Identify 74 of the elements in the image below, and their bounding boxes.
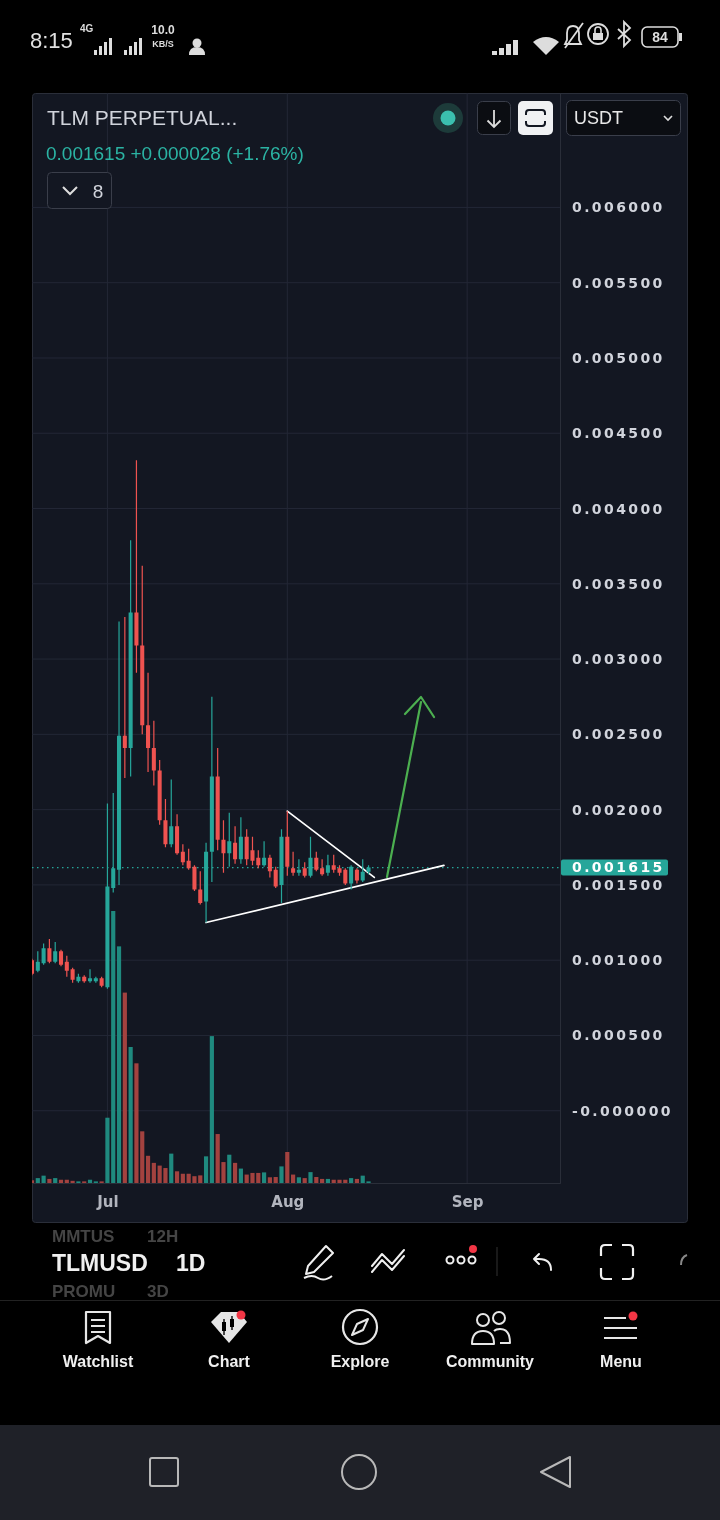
bar: [302, 1178, 307, 1183]
text: 4G: [80, 22, 94, 34]
bar: [209, 1036, 214, 1183]
bar: [151, 1162, 156, 1183]
text: TLMUSD: [52, 1250, 148, 1276]
bar: [296, 1177, 301, 1183]
bar: [145, 1155, 151, 1183]
bar: [203, 1156, 209, 1183]
bar: [47, 1178, 52, 1183]
candlestick: [233, 826, 238, 864]
bar: [232, 1162, 238, 1183]
y-tick-label: 0.001500: [572, 876, 665, 893]
bar: [116, 946, 122, 1183]
bar: [314, 1177, 319, 1183]
y-tick-label: 0.001000: [572, 952, 665, 969]
bar: [291, 1174, 296, 1183]
text: 3D: [147, 1281, 169, 1301]
bar: [354, 1178, 360, 1183]
bar: [267, 1177, 272, 1183]
text: 0.001615 +0.000028 (+1.76%): [46, 142, 304, 164]
text: TLM PERPETUAL...: [47, 106, 238, 130]
text: Community: [446, 1352, 535, 1370]
text: Menu: [600, 1352, 642, 1370]
annotation: 8: [92, 180, 104, 202]
bar: [41, 1175, 46, 1183]
text: 10.0: [151, 23, 175, 37]
text: 8:15: [30, 27, 73, 53]
y-tick-label: 0.005000: [572, 349, 665, 366]
bar: [53, 1178, 58, 1183]
bar: [285, 1151, 290, 1183]
bar: [349, 1178, 354, 1183]
text: Explore: [330, 1352, 390, 1370]
bar: [308, 1172, 313, 1183]
bar: [273, 1177, 278, 1183]
text: Watchlist: [62, 1352, 134, 1370]
y-tick-label: 0.000500: [572, 1027, 665, 1044]
x-tick-label: Jul: [96, 1192, 119, 1211]
text: USDT: [574, 108, 623, 128]
bar: [180, 1173, 185, 1183]
text: KB/S: [152, 39, 174, 49]
y-tick-label: 0.006000: [572, 199, 665, 216]
y-tick-label: 0.004500: [572, 425, 665, 442]
bar: [174, 1171, 180, 1183]
bar: [238, 1168, 243, 1183]
y-tick-label: 0.002000: [572, 801, 665, 818]
y-tick-label: 0.003500: [572, 575, 665, 592]
text: PROMU: [52, 1281, 116, 1301]
candlestick: [146, 672, 151, 772]
bar: [227, 1154, 232, 1183]
text: MMTUS: [52, 1226, 115, 1246]
bar: [169, 1153, 174, 1183]
bar: [35, 1178, 40, 1183]
y-tick-label: 0.004000: [572, 500, 665, 517]
text: 12H: [147, 1226, 179, 1246]
ref-line-label: 0.001615: [572, 859, 665, 876]
y-tick-label: -0.000000: [572, 1102, 673, 1119]
y-tick-label: 0.003000: [572, 651, 665, 668]
bar: [279, 1166, 284, 1183]
bar: [32, 1180, 35, 1183]
bar: [262, 1172, 267, 1183]
bar: [325, 1178, 330, 1183]
bar: [128, 1047, 133, 1183]
candlestick: [325, 854, 330, 876]
text: 84: [652, 29, 668, 45]
y-tick-label: 0.005500: [572, 274, 665, 291]
candlestick: [291, 851, 296, 876]
candlestick: [87, 969, 93, 983]
y-tick-label: 0.002500: [572, 726, 665, 743]
x-tick-label: Aug: [271, 1192, 305, 1211]
bar: [122, 992, 127, 1183]
bar: [320, 1178, 325, 1183]
text: Chart: [208, 1352, 251, 1370]
x-tick-label: Sep: [451, 1192, 484, 1211]
text: 1D: [176, 1250, 206, 1276]
